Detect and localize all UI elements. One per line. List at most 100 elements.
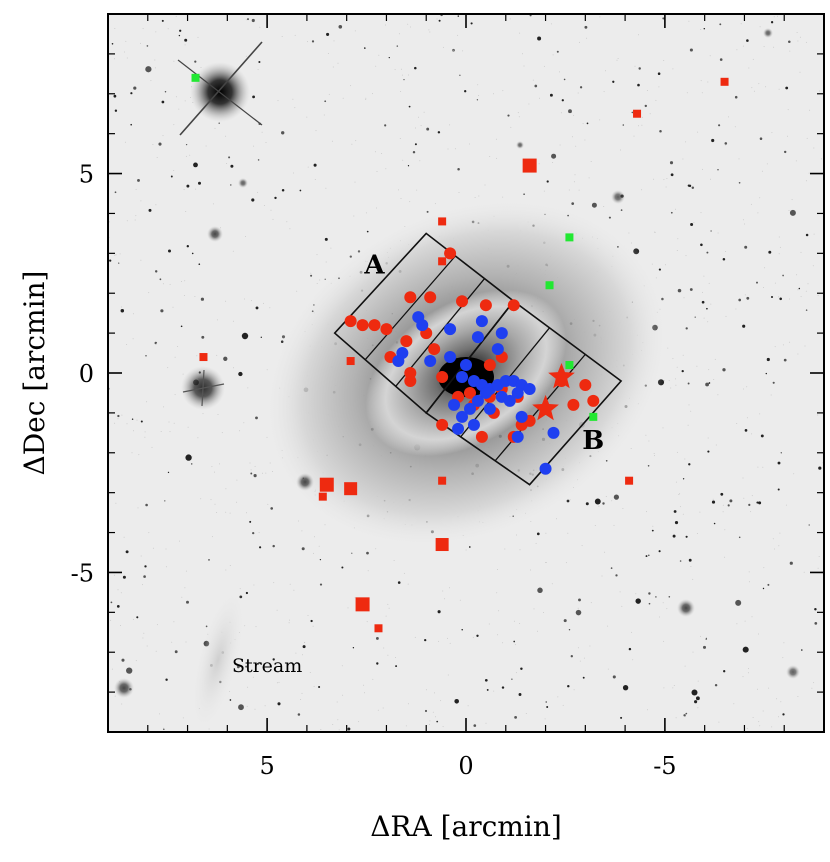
bright-star xyxy=(611,190,625,204)
sky-speckle xyxy=(140,555,142,557)
field-star-dot xyxy=(610,567,613,569)
field-star-dot xyxy=(201,335,205,339)
sky-speckle xyxy=(111,668,113,670)
sky-speckle xyxy=(675,481,677,483)
field-star-dot xyxy=(706,307,708,310)
sky-speckle xyxy=(225,135,227,137)
field-star-dot xyxy=(638,67,641,70)
field-star-dot xyxy=(158,142,162,146)
sky-speckle xyxy=(288,622,290,624)
sky-speckle xyxy=(746,386,748,388)
blue-circle-point xyxy=(547,426,560,439)
field-star-dot xyxy=(759,137,763,140)
field-star-dot xyxy=(223,356,228,361)
sky-speckle xyxy=(662,427,664,429)
sky-speckle xyxy=(135,188,137,190)
field-star-dot xyxy=(718,124,721,127)
red-circle-point xyxy=(436,418,449,431)
sky-speckle xyxy=(309,672,311,673)
field-star-dot xyxy=(568,628,571,631)
sky-speckle xyxy=(449,642,451,644)
sky-speckle xyxy=(197,36,199,38)
field-star-dot xyxy=(412,150,416,154)
sky-speckle xyxy=(797,696,799,697)
sky-speckle xyxy=(551,583,553,585)
sky-speckle xyxy=(385,615,387,617)
field-star-dot xyxy=(685,535,688,538)
sky-speckle xyxy=(688,404,690,406)
x-tick-label: 5 xyxy=(259,752,274,780)
sky-speckle xyxy=(225,511,227,513)
field-star-dot xyxy=(655,596,657,598)
sky-speckle xyxy=(532,79,534,81)
sky-speckle xyxy=(156,624,158,626)
sky-speckle xyxy=(782,344,784,346)
field-star-dot xyxy=(719,23,722,26)
sky-speckle xyxy=(744,294,746,296)
field-star-dot xyxy=(111,43,114,45)
sky-speckle xyxy=(805,180,807,182)
red-circle-point xyxy=(463,386,476,399)
field-star-dot xyxy=(805,233,809,237)
sky-speckle xyxy=(510,126,512,128)
sky-speckle xyxy=(403,572,405,574)
sky-speckle xyxy=(641,189,643,191)
sky-speckle xyxy=(132,338,134,340)
red-star-point xyxy=(532,394,559,421)
sky-speckle xyxy=(115,502,117,504)
sky-speckle xyxy=(571,136,573,138)
sky-speckle xyxy=(304,642,306,644)
field-star-dot xyxy=(397,581,401,584)
sky-speckle xyxy=(793,473,795,475)
field-star-dot xyxy=(255,306,259,310)
sky-speckle xyxy=(778,253,780,255)
field-star-dot xyxy=(200,297,204,301)
sky-speckle xyxy=(276,609,278,611)
sky-speckle xyxy=(114,58,115,60)
sky-speckle xyxy=(146,645,148,647)
sky-speckle xyxy=(175,96,177,98)
sky-speckle xyxy=(151,446,153,448)
field-star-dot xyxy=(644,104,647,108)
sky-speckle xyxy=(449,124,451,126)
sky-speckle xyxy=(131,452,133,454)
sky-speckle xyxy=(684,665,686,667)
sky-speckle xyxy=(530,569,531,571)
field-star-dot xyxy=(251,198,255,202)
sky-speckle xyxy=(679,506,681,508)
field-star-dot xyxy=(789,561,793,565)
sky-speckle xyxy=(765,86,767,88)
sky-speckle xyxy=(182,373,184,375)
red-circle-point xyxy=(444,247,457,260)
sky-speckle xyxy=(155,650,157,652)
sky-speckle xyxy=(110,619,112,621)
field-star-dot xyxy=(789,209,796,216)
sky-speckle xyxy=(292,98,294,100)
field-star-dot xyxy=(324,100,327,103)
field-star-dot xyxy=(513,640,516,643)
field-star-dot xyxy=(578,598,581,602)
field-star-dot xyxy=(179,29,182,32)
field-star-dot xyxy=(114,109,118,112)
field-star-dot xyxy=(700,243,703,247)
sky-speckle xyxy=(249,462,251,464)
sky-speckle xyxy=(117,589,119,591)
field-star-dot xyxy=(635,598,641,604)
red-square-point xyxy=(199,353,208,362)
sky-speckle xyxy=(387,603,389,605)
field-star-dot xyxy=(561,99,564,102)
sky-speckle xyxy=(668,380,670,382)
sky-speckle xyxy=(578,189,580,191)
sky-speckle xyxy=(653,178,655,180)
sky-speckle xyxy=(182,717,184,719)
sky-speckle xyxy=(212,203,214,205)
sky-speckle xyxy=(817,295,819,297)
sky-speckle xyxy=(523,65,525,67)
field-star-dot xyxy=(414,143,417,146)
sky-speckle xyxy=(185,211,187,212)
blue-circle-point xyxy=(448,398,461,411)
field-star-dot xyxy=(318,685,321,689)
sky-speckle xyxy=(638,125,639,127)
sky-speckle xyxy=(496,592,498,594)
